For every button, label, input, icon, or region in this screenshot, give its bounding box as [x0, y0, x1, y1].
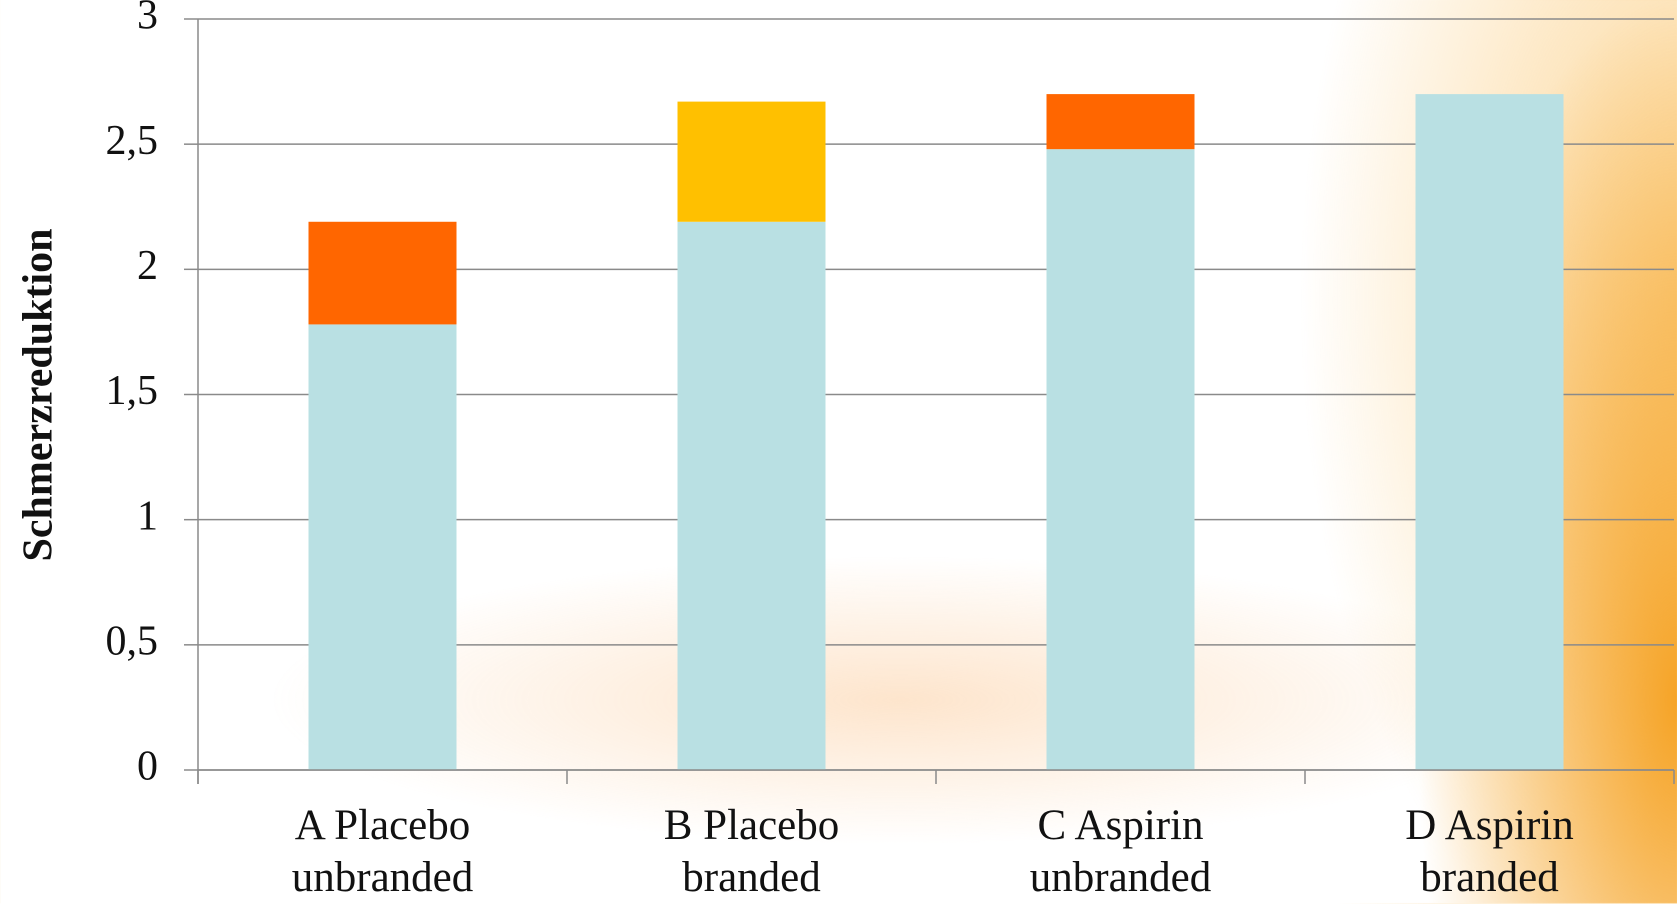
- y-tick-label: 1,5: [106, 368, 159, 414]
- y-tick-label: 1: [137, 493, 158, 539]
- bar-segment: [677, 101, 826, 222]
- y-tick-label: 0: [137, 744, 158, 790]
- bar-segment: [308, 221, 457, 325]
- y-tick-label: 3: [137, 0, 158, 39]
- bar-segment: [1046, 149, 1195, 770]
- x-tick-label: C Aspirin unbranded: [1029, 802, 1212, 901]
- y-tick-label: 2,5: [106, 118, 159, 164]
- bar-segment: [308, 324, 457, 770]
- y-axis-label: Schmerzreduktion: [16, 229, 62, 562]
- bar-segment: [677, 221, 826, 770]
- x-tick-label: B Placebo branded: [663, 802, 840, 901]
- y-tick-label: 0,5: [106, 618, 159, 664]
- x-tick-label: D Aspirin branded: [1405, 802, 1574, 901]
- y-tick-label: 2: [137, 243, 158, 289]
- bar-segment: [1415, 94, 1564, 771]
- bar-segment: [1046, 94, 1195, 150]
- x-tick-label: A Placebo unbranded: [291, 802, 474, 901]
